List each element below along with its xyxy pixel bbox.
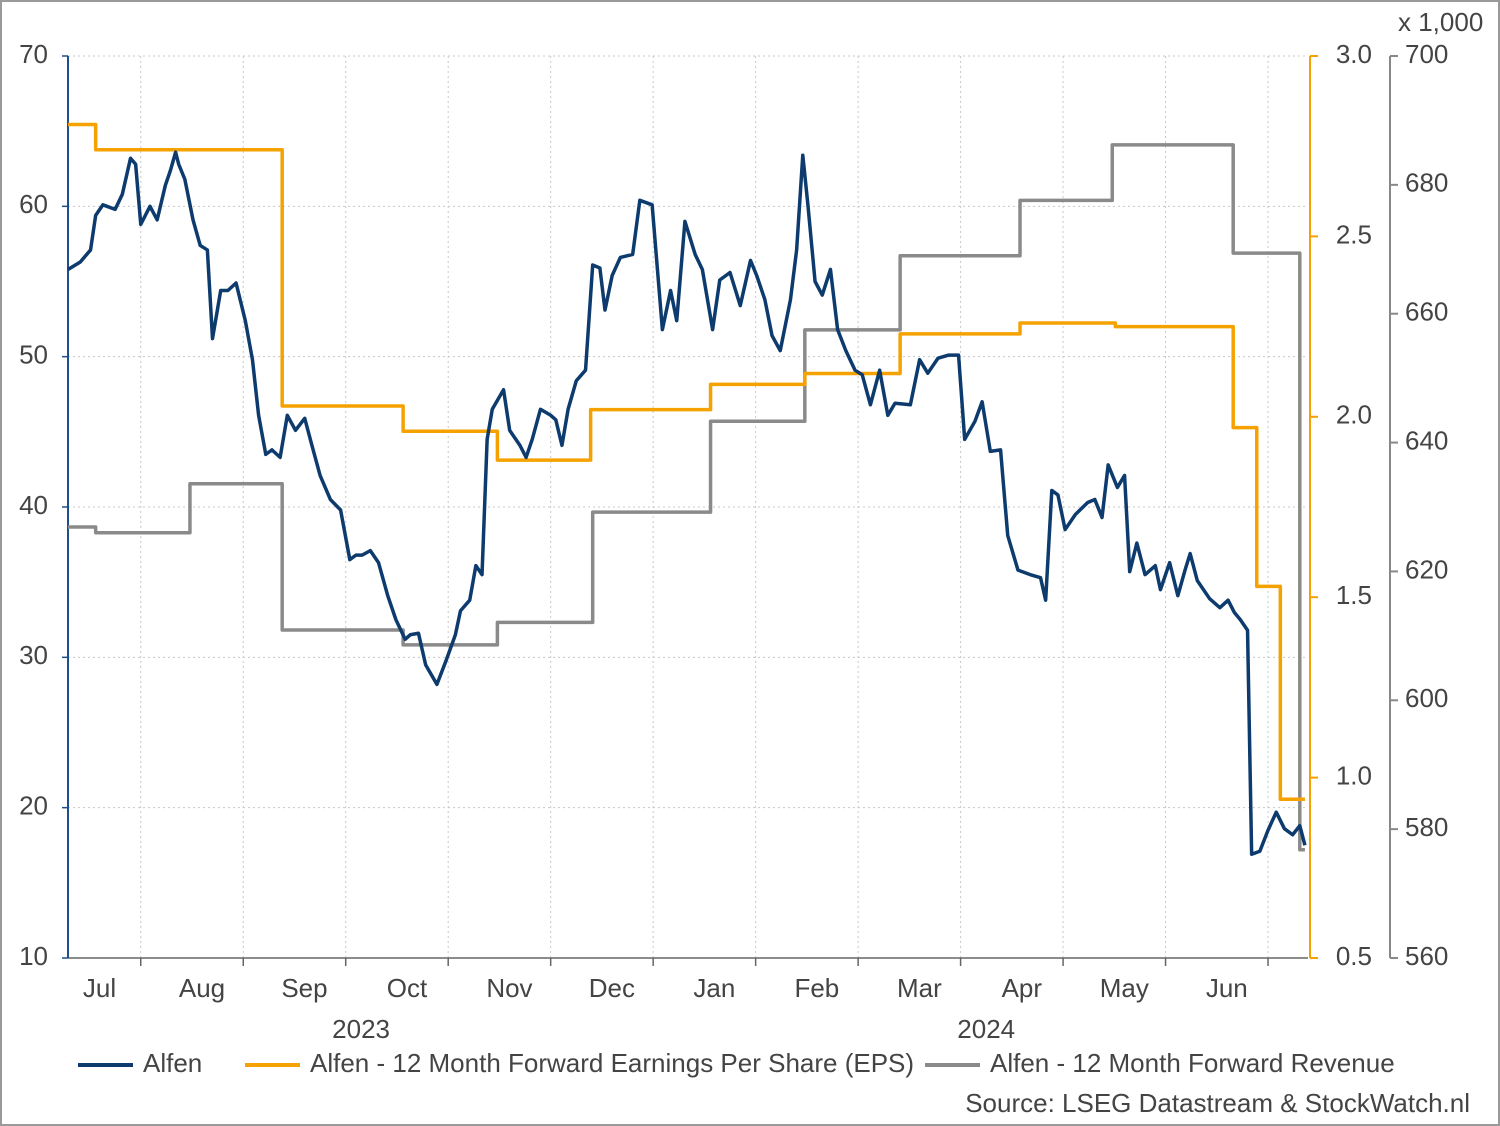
x-tick-label: Jun <box>1206 973 1248 1003</box>
x-tick-label: Jan <box>693 973 735 1003</box>
y3-tick-label: 640 <box>1405 425 1448 455</box>
y-tick-label: 10 <box>19 941 48 971</box>
y-tick-label: 20 <box>19 791 48 821</box>
y2-tick-label: 2.5 <box>1336 219 1372 249</box>
series-line <box>67 150 1307 857</box>
y3-tick-label: 700 <box>1405 39 1448 69</box>
legend-label: Alfen - 12 Month Forward Earnings Per Sh… <box>310 1048 914 1078</box>
y3-tick-label: 620 <box>1405 554 1448 584</box>
y-tick-label: 40 <box>19 490 48 520</box>
x-tick-label: Apr <box>1002 973 1043 1003</box>
x-tick-label: Feb <box>794 973 839 1003</box>
y3-tick-label: 680 <box>1405 168 1448 198</box>
y-tick-label: 50 <box>19 340 48 370</box>
y2-tick-label: 1.5 <box>1336 580 1372 610</box>
legend-label: Alfen - 12 Month Forward Revenue <box>990 1048 1395 1078</box>
y-tick-label: 70 <box>19 39 48 69</box>
x-tick-label: Sep <box>281 973 327 1003</box>
y2-tick-label: 1.0 <box>1336 760 1372 790</box>
x-tick-label: Jul <box>83 973 116 1003</box>
y3-tick-label: 560 <box>1405 941 1448 971</box>
x-tick-label: Nov <box>486 973 532 1003</box>
y2-tick-label: 3.0 <box>1336 39 1372 69</box>
x-tick-label: Aug <box>179 973 225 1003</box>
y3-unit-label: x 1,000 <box>1398 7 1483 37</box>
y-tick-label: 60 <box>19 189 48 219</box>
x-tick-label: Dec <box>589 973 635 1003</box>
y2-tick-label: 0.5 <box>1336 941 1372 971</box>
x-group-label: 2024 <box>957 1014 1015 1044</box>
y-tick-label: 30 <box>19 640 48 670</box>
y3-tick-label: 660 <box>1405 297 1448 327</box>
y3-tick-label: 580 <box>1405 812 1448 842</box>
x-group-label: 2023 <box>332 1014 390 1044</box>
series-line <box>68 143 1305 852</box>
x-tick-label: Mar <box>897 973 942 1003</box>
legend-label: Alfen <box>143 1048 202 1078</box>
x-tick-label: May <box>1100 973 1149 1003</box>
source: Source: LSEG Datastream & StockWatch.nl <box>965 1088 1470 1118</box>
x-tick-label: Oct <box>387 973 428 1003</box>
y3-tick-label: 600 <box>1405 683 1448 713</box>
series-line <box>68 122 1305 801</box>
y2-tick-label: 2.0 <box>1336 400 1372 430</box>
